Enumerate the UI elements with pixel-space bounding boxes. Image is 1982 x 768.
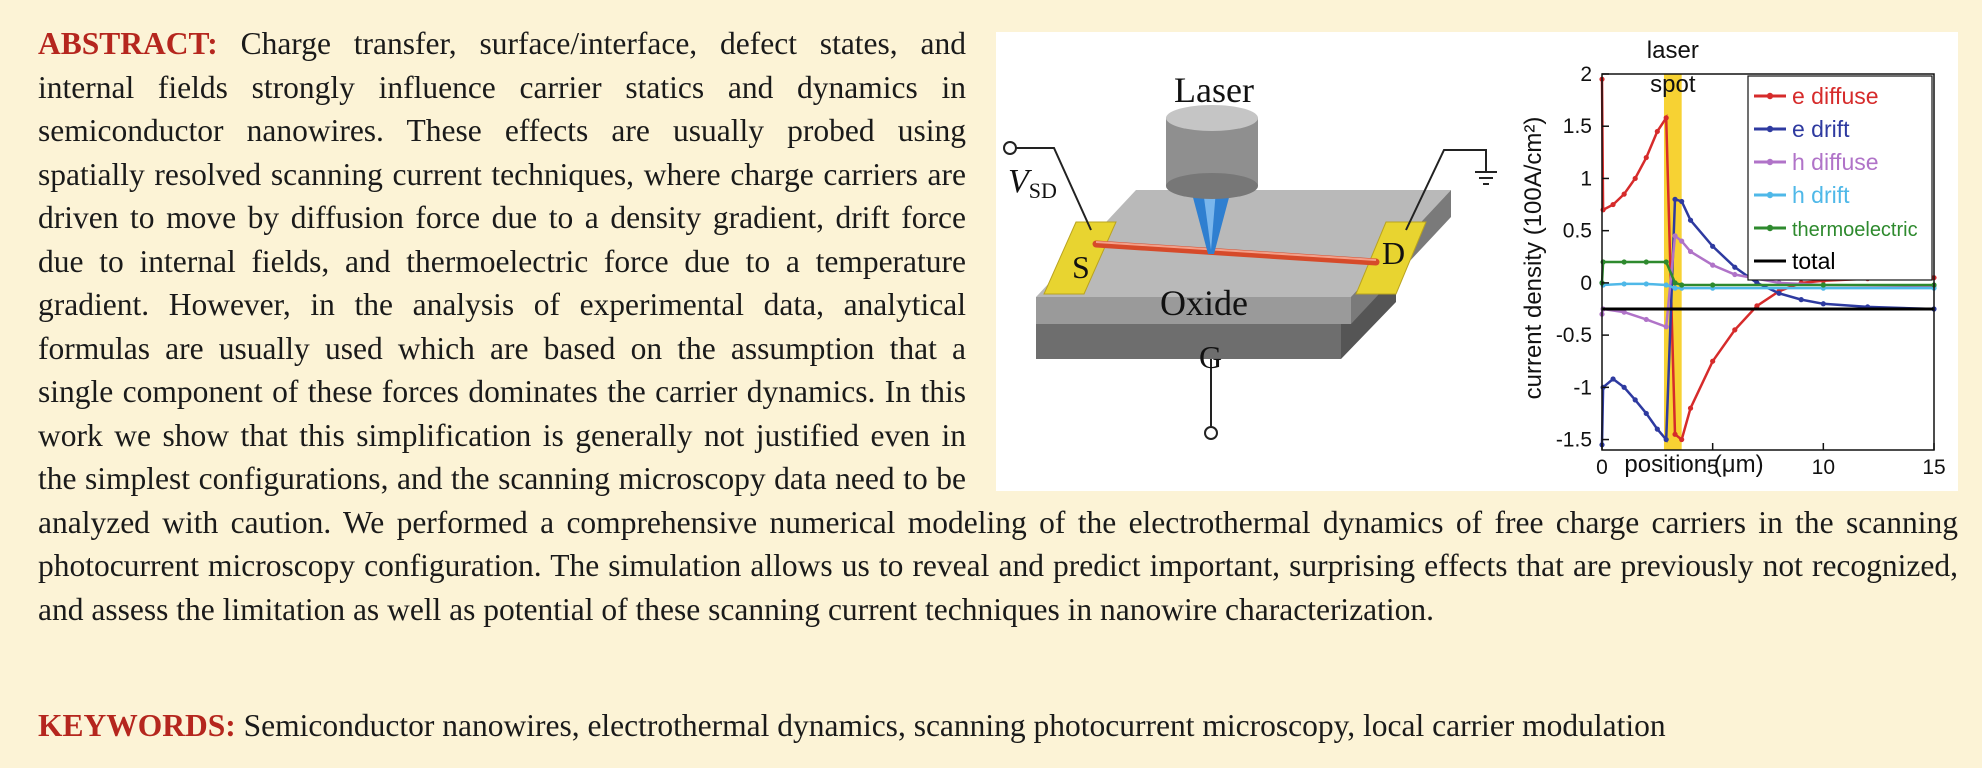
data-point [1663, 259, 1669, 265]
data-point [1687, 248, 1694, 255]
abstract-section: Laser VSD S D Oxide G 2 1.5 1 0.5 0 -0.5 -1 -1.… [38, 22, 1958, 631]
abstract-figure: Laser VSD S D Oxide G 2 1.5 1 0.5 0 -0.5 -1 -1.… [996, 32, 1958, 491]
chart-legend: e diffuse e drift h diffuse h drift thermoel… [1747, 75, 1933, 281]
x-tick-label: 10 [1812, 456, 1835, 479]
data-point [1654, 128, 1660, 135]
data-point [1663, 436, 1669, 443]
data-point [1672, 280, 1678, 286]
data-point [1610, 201, 1616, 208]
data-point [1820, 282, 1826, 288]
data-point [1672, 233, 1678, 239]
legend-box [1747, 75, 1933, 281]
keywords-text: Semiconductor nanowires, electrothermal … [243, 708, 1666, 743]
data-point [1621, 191, 1627, 197]
data-point [1798, 297, 1804, 303]
data-point [1679, 282, 1685, 288]
data-point [1643, 259, 1649, 265]
data-point [1663, 324, 1669, 330]
data-point [1643, 410, 1649, 417]
data-point [1654, 426, 1660, 432]
data-point [1621, 259, 1627, 265]
oxide-label: Oxide [1160, 283, 1248, 323]
series-line-thermoelectric [1600, 260, 1934, 287]
drain-electrode [1355, 221, 1427, 295]
data-point [1710, 282, 1716, 288]
plot-frame [1601, 73, 1935, 451]
y-tick-label: 0.5 [1563, 220, 1592, 243]
legend-label: total [1792, 248, 1835, 274]
abstract-label: ABSTRACT: [38, 26, 218, 61]
source-label: S [1072, 249, 1090, 285]
y-tick-label: 1.5 [1563, 115, 1592, 138]
keywords-section: KEYWORDS: Semiconductor nanowires, elect… [38, 706, 1958, 746]
laser-spot-label: spot [1650, 71, 1696, 98]
source-electrode [1043, 221, 1117, 295]
data-point [1710, 262, 1716, 268]
data-point [1663, 115, 1669, 121]
gate-label: G [1199, 339, 1222, 375]
data-point [1672, 431, 1678, 437]
series-line-h-drift [1600, 282, 1934, 290]
keywords-label: KEYWORDS: [38, 708, 236, 743]
data-point [1732, 271, 1738, 278]
y-tick-label: 0 [1580, 272, 1592, 295]
data-point [1643, 281, 1649, 287]
x-axis-label: position (μm) [1624, 451, 1763, 478]
y-tick-label: -1 [1573, 376, 1592, 399]
x-tick-label: 0 [1596, 456, 1608, 479]
data-point [1672, 196, 1678, 202]
gate-slab-front [1036, 322, 1341, 359]
x-tick-label: 15 [1922, 456, 1945, 479]
nanowire [1092, 240, 1380, 266]
drain-label: D [1382, 235, 1405, 271]
data-point [1632, 397, 1638, 403]
data-point [1663, 282, 1669, 288]
data-point [1679, 238, 1685, 244]
data-point [1820, 301, 1826, 307]
oxide-top [1036, 190, 1451, 297]
legend-label: e diffuse [1792, 83, 1879, 109]
y-tick-label: -1.5 [1556, 429, 1592, 452]
data-point [1710, 358, 1716, 364]
data-point [1643, 316, 1649, 323]
data-point [1732, 327, 1738, 333]
legend-label: h diffuse [1792, 149, 1879, 175]
data-point [1679, 198, 1685, 205]
current-density-chart: 21.510.50-0.5-1-1.50 5 10 15 laser spot pos… [1520, 37, 1946, 479]
laser-spot-label: laser [1647, 37, 1699, 64]
legend-label: h drift [1792, 182, 1850, 208]
data-point [1776, 290, 1782, 296]
data-point [1621, 309, 1627, 315]
y-axis-label: current density (100A/cm²) [1520, 117, 1547, 400]
vsd-label: VSD [1008, 163, 1057, 203]
y-tick-label: 1 [1580, 167, 1592, 190]
data-point [1754, 303, 1760, 309]
laser-label: Laser [1174, 70, 1254, 110]
data-point [1687, 217, 1694, 223]
data-point [1687, 405, 1694, 411]
x-tick-label: 5 [1707, 456, 1719, 479]
data-point [1621, 281, 1627, 287]
data-point [1672, 285, 1678, 291]
oxide-front [1036, 297, 1351, 324]
gate-terminal [1204, 426, 1218, 440]
data-point [1621, 384, 1627, 390]
device-schematic: Laser VSD S D Oxide G [1003, 70, 1497, 440]
data-point [1643, 154, 1649, 161]
abstract-text: Charge transfer, surface/interface, defe… [38, 26, 1958, 627]
y-tick-label: -0.5 [1556, 324, 1592, 347]
data-point [1632, 175, 1638, 182]
legend-label: e drift [1792, 116, 1850, 142]
data-point [1710, 243, 1716, 249]
data-point [1732, 264, 1738, 270]
y-tick-label: 2 [1580, 63, 1592, 86]
data-point [1679, 436, 1685, 443]
data-point [1610, 376, 1616, 382]
legend-label: thermoelectric [1792, 219, 1918, 241]
